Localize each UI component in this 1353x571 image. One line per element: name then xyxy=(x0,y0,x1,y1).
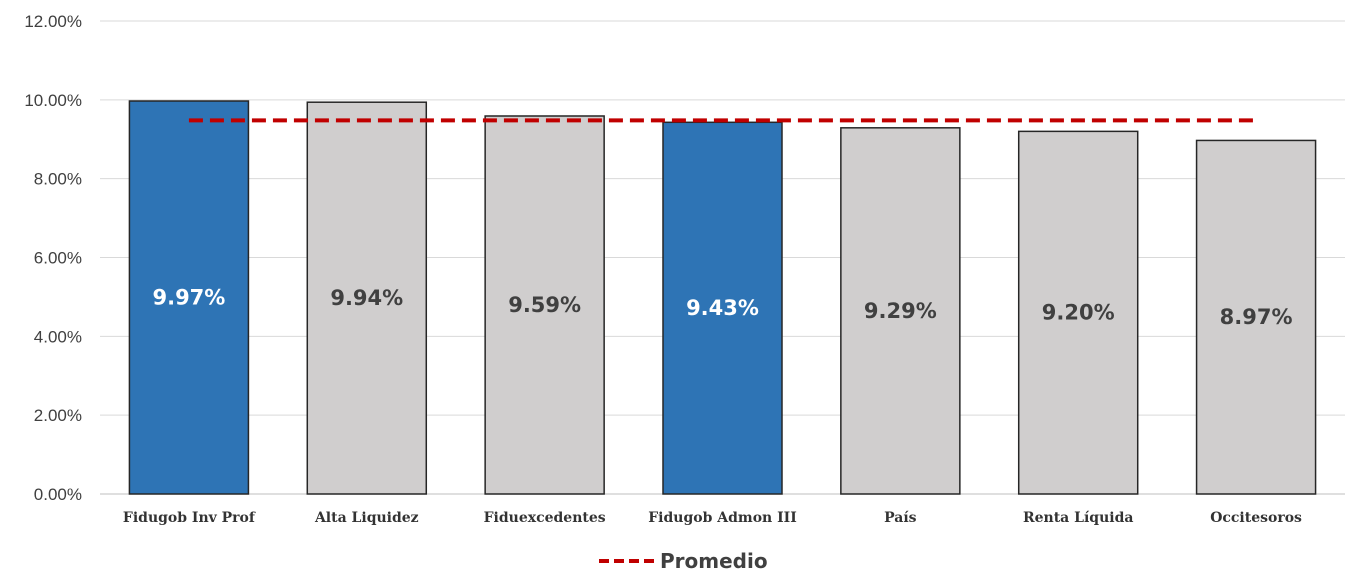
bar-value-label: 8.97% xyxy=(1220,305,1293,329)
bar-value-label: 9.94% xyxy=(330,286,403,310)
bar-value-label: 9.59% xyxy=(508,293,581,317)
y-tick-label: 12.00% xyxy=(24,12,82,31)
x-tick-label: Renta Líquida xyxy=(1023,510,1133,526)
x-tick-label: Occitesoros xyxy=(1210,510,1302,526)
bar-value-label: 9.43% xyxy=(686,296,759,320)
legend: Promedio xyxy=(599,549,768,571)
bars xyxy=(128,100,1317,495)
bar xyxy=(1017,130,1139,495)
bar xyxy=(306,101,428,495)
bar-value-label: 9.29% xyxy=(864,299,937,323)
bar-value-label: 9.97% xyxy=(152,286,225,310)
y-axis: 0.00% 2.00% 4.00% 6.00% 8.00% 10.00% 12.00% xyxy=(24,12,82,504)
bar-value-label: 9.20% xyxy=(1042,301,1115,325)
bar xyxy=(128,100,250,495)
x-tick-label: Alta Liquidez xyxy=(314,510,419,526)
legend-average-label: Promedio xyxy=(660,549,768,571)
x-tick-label: País xyxy=(884,510,917,526)
y-tick-label: 8.00% xyxy=(34,170,82,189)
bar xyxy=(1195,139,1317,495)
x-axis: Fidugob Inv Prof Alta Liquidez Fiduexceden… xyxy=(123,510,1302,526)
y-tick-label: 6.00% xyxy=(34,249,82,268)
x-tick-label: Fidugob Admon III xyxy=(648,510,797,526)
bar xyxy=(662,121,783,495)
y-tick-label: 4.00% xyxy=(34,327,82,346)
x-tick-label: Fiduexcedentes xyxy=(484,510,606,526)
y-tick-label: 0.00% xyxy=(34,485,82,504)
x-tick-label: Fidugob Inv Prof xyxy=(123,510,256,526)
bar xyxy=(840,127,961,495)
y-tick-label: 10.00% xyxy=(24,91,82,110)
data-labels: 9.97% 9.94% 9.59% 9.43% 9.29% 9.20% 8.97% xyxy=(152,286,1292,330)
bar xyxy=(484,115,605,495)
y-tick-label: 2.00% xyxy=(34,406,82,425)
